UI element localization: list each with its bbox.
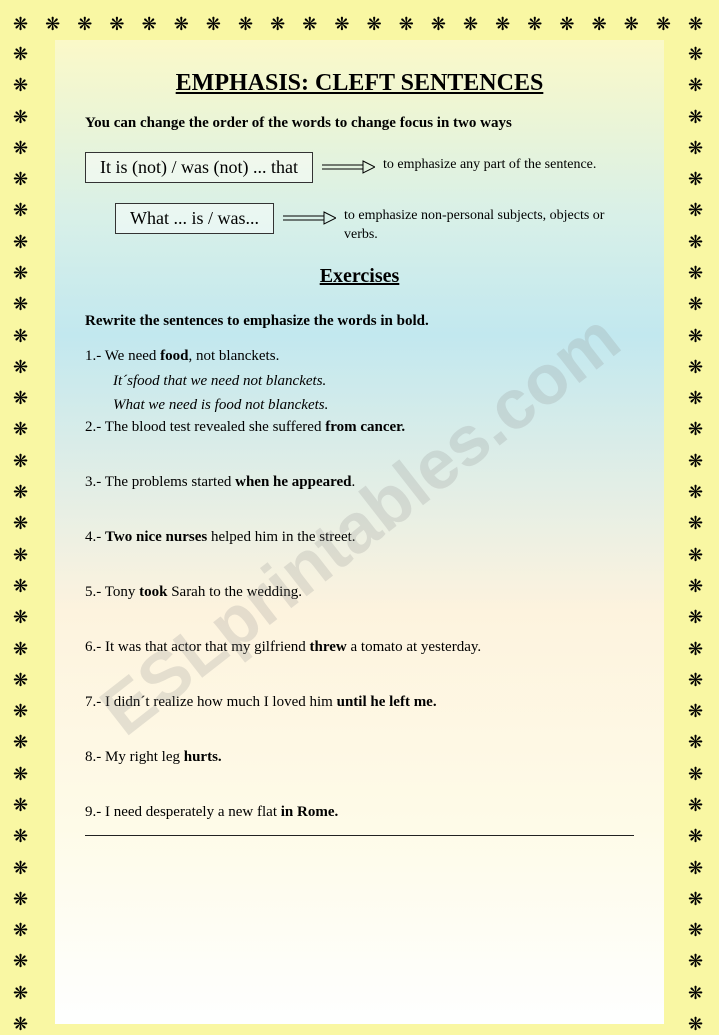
arrow-icon bbox=[321, 160, 375, 174]
q6-pre: 6.- It was that actor that my gilfriend bbox=[85, 639, 310, 655]
pattern-box-2: What ... is / was... bbox=[115, 203, 274, 234]
question-5: 5.- Tony took Sarah to the wedding. bbox=[85, 584, 634, 601]
question-9: 9.- I need desperately a new flat in Rom… bbox=[85, 804, 634, 821]
q1-pre: 1.- We need bbox=[85, 348, 160, 364]
pattern-row-1: It is (not) / was (not) ... that to emph… bbox=[85, 152, 634, 183]
question-3: 3.- The problems started when he appeare… bbox=[85, 474, 634, 491]
question-4: 4.- Two nice nurses helped him in the st… bbox=[85, 529, 634, 546]
pattern-desc-2: to emphasize non-personal subjects, obje… bbox=[344, 203, 634, 245]
arrow-1 bbox=[313, 152, 383, 174]
q4-pre: 4.- bbox=[85, 529, 105, 545]
exercises-heading: Exercises bbox=[85, 265, 634, 288]
outer-frame: ❋❋❋❋❋❋❋❋❋❋❋❋❋❋❋❋❋❋❋❋❋❋❋❋❋❋❋❋❋❋❋❋❋❋❋❋❋❋❋❋… bbox=[0, 0, 719, 1024]
q9-pre: 9.- I need desperately a new flat bbox=[85, 804, 281, 820]
q4-post: helped him in the street. bbox=[207, 529, 355, 545]
arrow-2 bbox=[274, 203, 344, 225]
question-list: 1.- We need food, not blanckets. It´sfoo… bbox=[85, 348, 634, 822]
q1-post: , not blanckets. bbox=[189, 348, 280, 364]
page-title: EMPHASIS: CLEFT SENTENCES bbox=[85, 70, 634, 97]
q5-post: Sarah to the wedding. bbox=[167, 584, 302, 600]
pattern-desc-1: to emphasize any part of the sentence. bbox=[383, 152, 596, 175]
q1-bold: food bbox=[160, 348, 188, 364]
pattern-box-1: It is (not) / was (not) ... that bbox=[85, 152, 313, 183]
q7-bold: until he left me. bbox=[337, 694, 437, 710]
question-2: 2.- The blood test revealed she suffered… bbox=[85, 419, 634, 436]
q2-pre: 2.- The blood test revealed she suffered bbox=[85, 419, 325, 435]
q9-bold: in Rome. bbox=[281, 804, 339, 820]
instruction-text: Rewrite the sentences to emphasize the w… bbox=[85, 313, 634, 330]
q5-pre: 5.- Tony bbox=[85, 584, 139, 600]
q5-bold: took bbox=[139, 584, 167, 600]
question-7: 7.- I didn´t realize how much I loved hi… bbox=[85, 694, 634, 711]
arrow-icon bbox=[282, 211, 336, 225]
q3-pre: 3.- The problems started bbox=[85, 474, 235, 490]
q6-post: a tomato at yesterday. bbox=[347, 639, 481, 655]
q4-bold: Two nice nurses bbox=[105, 529, 207, 545]
question-8: 8.- My right leg hurts. bbox=[85, 749, 634, 766]
q3-bold: when he appeared bbox=[235, 474, 351, 490]
q8-bold: hurts. bbox=[184, 749, 222, 765]
q1-answer-1: It´sfood that we need not blanckets. bbox=[113, 371, 634, 391]
q8-pre: 8.- My right leg bbox=[85, 749, 184, 765]
q3-post: . bbox=[352, 474, 356, 490]
q6-bold: threw bbox=[310, 639, 347, 655]
question-1: 1.- We need food, not blanckets. bbox=[85, 348, 634, 365]
intro-text: You can change the order of the words to… bbox=[85, 115, 634, 132]
q7-pre: 7.- I didn´t realize how much I loved hi… bbox=[85, 694, 337, 710]
pattern-row-2: What ... is / was... to emphasize non-pe… bbox=[85, 203, 634, 245]
q1-answer-2: What we need is food not blanckets. bbox=[113, 395, 634, 415]
bottom-rule bbox=[85, 835, 634, 836]
question-6: 6.- It was that actor that my gilfriend … bbox=[85, 639, 634, 656]
q2-bold: from cancer. bbox=[325, 419, 405, 435]
worksheet-page: ESLprintables.com EMPHASIS: CLEFT SENTEN… bbox=[55, 40, 664, 1024]
